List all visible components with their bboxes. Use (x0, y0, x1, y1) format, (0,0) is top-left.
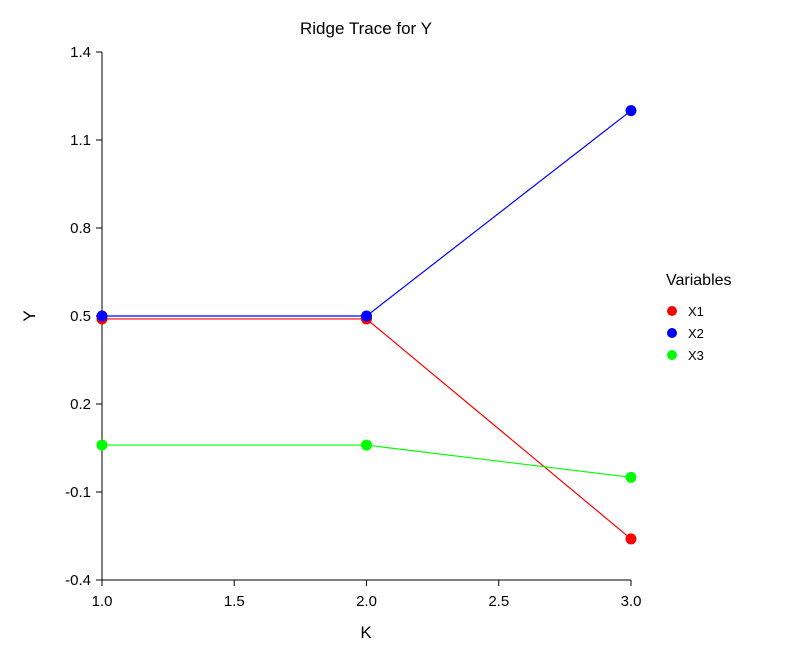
y-tick-label: 1.1 (70, 132, 91, 149)
y-tick-label: 0.2 (70, 396, 91, 413)
legend-marker-x2 (667, 328, 677, 338)
x-tick-label: 2.0 (356, 593, 377, 610)
legend: Variables X1 X2 X3 (666, 272, 732, 363)
legend-label-x1: X1 (688, 304, 704, 319)
y-axis-title: Y (20, 310, 39, 321)
legend-label-x2: X2 (688, 326, 704, 341)
legend-marker-x3 (667, 350, 677, 360)
series-group (96, 105, 637, 545)
x-axis-title: K (360, 623, 372, 642)
y-tick-label: 1.4 (70, 44, 91, 61)
data-point-x1 (625, 533, 637, 545)
data-point-x2 (625, 105, 637, 117)
data-point-x2 (96, 310, 108, 322)
x-tick-label: 1.5 (224, 593, 245, 610)
x-tick-label: 2.5 (488, 593, 509, 610)
data-point-x3 (625, 471, 637, 483)
y-tick-label: 0.8 (70, 220, 91, 237)
y-ticks: -0.4 -0.1 0.2 0.5 0.8 1.1 1.4 (65, 44, 102, 589)
data-point-x3 (96, 439, 108, 451)
legend-marker-x1 (667, 306, 677, 316)
series-line-x2 (102, 110, 632, 317)
legend-title: Variables (666, 272, 732, 289)
data-point-x3 (361, 439, 372, 451)
x-ticks: 1.0 1.5 2.0 2.5 3.0 (92, 580, 642, 610)
y-tick-label: -0.4 (65, 572, 91, 589)
chart-title: Ridge Trace for Y (300, 19, 432, 38)
series-line-x1 (102, 318, 632, 540)
y-tick-label: -0.1 (65, 484, 91, 501)
data-point-x2 (361, 310, 372, 322)
legend-label-x3: X3 (688, 348, 704, 363)
x-tick-label: 1.0 (92, 593, 113, 610)
x-tick-label: 3.0 (621, 593, 642, 610)
y-tick-label: 0.5 (70, 308, 91, 325)
legend-items: X1 X2 X3 (667, 304, 704, 363)
